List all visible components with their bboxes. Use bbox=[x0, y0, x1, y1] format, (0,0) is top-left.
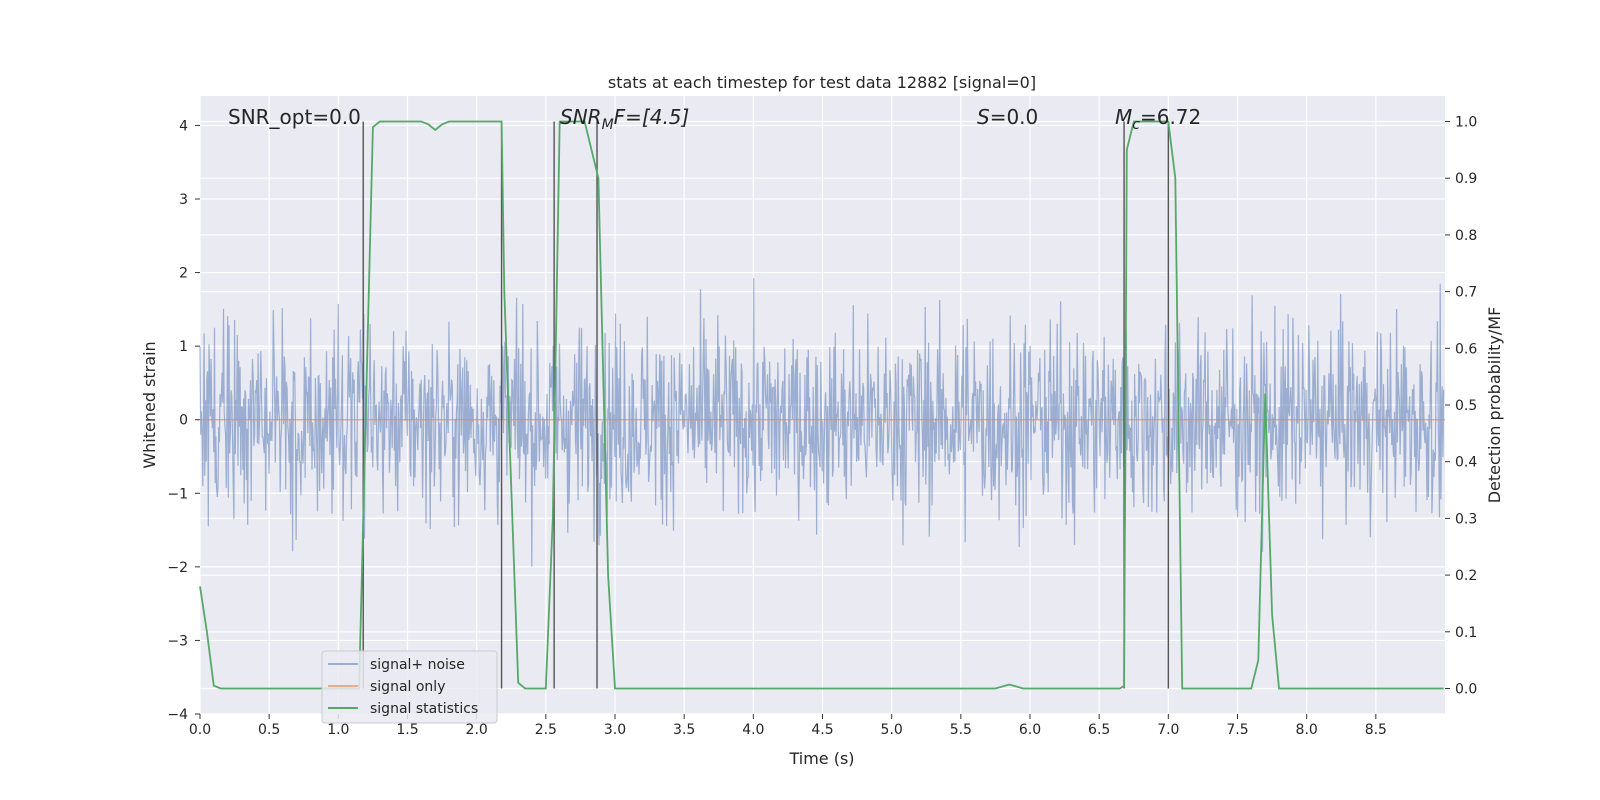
x-tick-label: 7.5 bbox=[1226, 722, 1248, 738]
legend-box bbox=[321, 650, 498, 724]
x-tick-label: 3.5 bbox=[673, 722, 695, 738]
x-tick-label: 2.5 bbox=[535, 722, 557, 738]
y-tick-label: −3 bbox=[167, 633, 188, 649]
y-tick-label: −2 bbox=[167, 560, 188, 576]
y2-tick-label: 1.0 bbox=[1455, 115, 1477, 131]
y-tick-label: 2 bbox=[179, 266, 188, 282]
y-tick-label: 4 bbox=[179, 118, 188, 134]
signal-statistics-series bbox=[199, 120, 1444, 690]
signal-noise-line bbox=[199, 278, 1445, 567]
y-tick-label: −1 bbox=[167, 486, 188, 502]
y2-tick-label: 0.5 bbox=[1455, 398, 1477, 414]
y2-tick-label: 0.1 bbox=[1455, 625, 1477, 641]
signal-statistics-line bbox=[199, 120, 1444, 690]
x-axis-label: Time (s) bbox=[788, 749, 854, 768]
x-tick-label: 7.0 bbox=[1157, 722, 1179, 738]
annotation-snr-mf: SNRMF=[4.5] bbox=[560, 105, 689, 133]
legend-label-signal-noise: signal+ noise bbox=[370, 657, 465, 673]
y2-tick-label: 0.9 bbox=[1455, 171, 1477, 187]
legend-label-signal-only: signal only bbox=[370, 679, 445, 695]
x-tick-label: 4.5 bbox=[811, 722, 833, 738]
x-tick-label: 2.0 bbox=[466, 722, 488, 738]
tick-labels: 0.0 0.5 1.0 1.5 2.0 2.5 3.0 3.5 4.0 4.5 5.0 5.5 6.0 6… bbox=[167, 115, 1477, 738]
y2-tick-label: 0.3 bbox=[1455, 511, 1477, 527]
x-tick-label: 1.0 bbox=[327, 722, 349, 738]
annotation-mc: Mc=6.72 bbox=[1115, 105, 1201, 133]
signal-noise-series bbox=[199, 278, 1445, 567]
chart-title: stats at each timestep for test data 128… bbox=[608, 73, 1036, 92]
x-tick-label: 5.5 bbox=[950, 722, 972, 738]
y2-tick-label: 0.6 bbox=[1455, 341, 1477, 357]
y-tick-label: 0 bbox=[179, 413, 188, 429]
x-tick-label: 4.0 bbox=[742, 722, 764, 738]
y2-tick-label: 0.2 bbox=[1455, 568, 1477, 584]
y2-tick-label: 0.8 bbox=[1455, 228, 1477, 244]
x-tick-label: 8.5 bbox=[1365, 722, 1387, 738]
y2-tick-label: 0.7 bbox=[1455, 285, 1477, 301]
grid-lines bbox=[199, 96, 1445, 715]
y-tick-label: 1 bbox=[179, 339, 188, 355]
annotation-s: S=0.0 bbox=[977, 105, 1038, 129]
x-tick-label: 5.0 bbox=[881, 722, 903, 738]
legend: signal+ noise signal only signal statist… bbox=[321, 650, 498, 724]
x-tick-label: 6.5 bbox=[1088, 722, 1110, 738]
y2-tick-label: 0.4 bbox=[1455, 455, 1477, 471]
y-tick-label: −4 bbox=[167, 707, 188, 723]
y2-axis-label: Detection probability/MF bbox=[1485, 307, 1504, 504]
annotation-snr-opt: SNR_opt=0.0 bbox=[228, 105, 361, 129]
x-tick-label: 0.0 bbox=[189, 722, 211, 738]
x-tick-label: 6.0 bbox=[1019, 722, 1041, 738]
y2-tick-label: 0.0 bbox=[1455, 681, 1477, 697]
y-axis-label: Whitened strain bbox=[140, 341, 159, 468]
x-tick-label: 8.0 bbox=[1296, 722, 1318, 738]
y-tick-label: 3 bbox=[179, 192, 188, 208]
x-tick-label: 0.5 bbox=[258, 722, 280, 738]
x-tick-label: 1.5 bbox=[396, 722, 418, 738]
x-tick-label: 3.0 bbox=[604, 722, 626, 738]
legend-label-signal-statistics: signal statistics bbox=[370, 701, 478, 717]
